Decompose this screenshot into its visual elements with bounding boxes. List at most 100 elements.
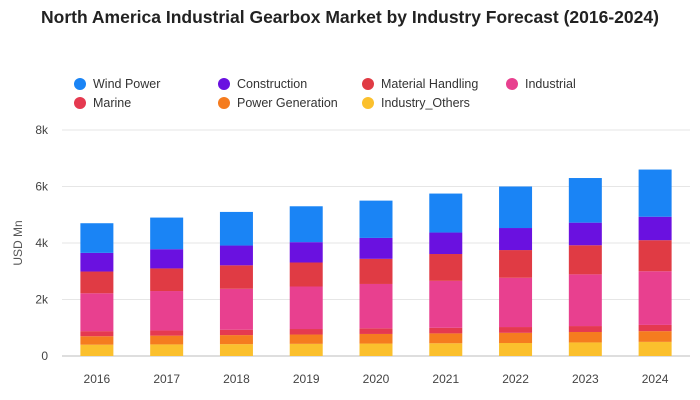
bar-wind-power-2019 xyxy=(289,206,323,243)
bar-industrial-2018 xyxy=(219,288,253,330)
bar-industry-others-2024 xyxy=(638,341,672,356)
legend-swatch xyxy=(74,97,86,109)
bar-marine-2018 xyxy=(219,329,253,336)
bar-industrial-2017 xyxy=(150,291,184,331)
bar-marine-2020 xyxy=(359,328,393,334)
bar-material-handling-2018 xyxy=(219,265,253,289)
x-tick-label: 2018 xyxy=(223,372,250,386)
bar-industrial-2023 xyxy=(568,274,602,327)
bar-construction-2024 xyxy=(638,216,672,241)
bar-material-handling-2016 xyxy=(80,271,114,294)
bar-industry-others-2020 xyxy=(359,343,393,356)
bar-industry-others-2023 xyxy=(568,342,602,356)
legend-label: Power Generation xyxy=(237,96,338,110)
legend-item-power-generation: Power Generation xyxy=(218,96,338,110)
bar-marine-2024 xyxy=(638,324,672,332)
legend-label: Industry_Others xyxy=(381,96,470,110)
legend-item-construction: Construction xyxy=(218,77,307,91)
bar-power-generation-2023 xyxy=(568,331,602,343)
bar-power-generation-2021 xyxy=(429,333,463,344)
bar-construction-2021 xyxy=(429,232,463,255)
y-axis-label: USD Mn xyxy=(11,220,25,265)
y-tick-label: 8k xyxy=(35,123,49,137)
bar-material-handling-2022 xyxy=(499,250,533,278)
bar-material-handling-2024 xyxy=(638,240,672,272)
y-tick-label: 0 xyxy=(41,349,48,363)
x-tick-label: 2019 xyxy=(293,372,320,386)
bar-industry-others-2022 xyxy=(499,343,533,356)
bar-construction-2020 xyxy=(359,237,393,259)
bar-wind-power-2016 xyxy=(80,223,114,253)
bar-industrial-2019 xyxy=(289,286,323,330)
bar-material-handling-2019 xyxy=(289,262,323,287)
legend-item-wind-power: Wind Power xyxy=(74,77,160,91)
x-tick-label: 2022 xyxy=(502,372,529,386)
legend-label: Construction xyxy=(237,77,308,91)
bar-industrial-2021 xyxy=(429,280,463,328)
x-tick-label: 2021 xyxy=(432,372,459,386)
bar-material-handling-2020 xyxy=(359,258,393,284)
bar-wind-power-2022 xyxy=(499,186,533,229)
bar-marine-2017 xyxy=(150,330,184,336)
bar-power-generation-2019 xyxy=(289,334,323,344)
y-tick-label: 4k xyxy=(35,236,49,250)
bar-power-generation-2017 xyxy=(150,335,184,345)
bar-industry-others-2018 xyxy=(219,344,253,356)
bar-power-generation-2016 xyxy=(80,336,114,345)
bar-industry-others-2017 xyxy=(150,344,184,356)
bar-construction-2022 xyxy=(499,228,533,251)
bar-power-generation-2020 xyxy=(359,333,393,344)
legend-label: Wind Power xyxy=(93,77,161,91)
legend-label: Material Handling xyxy=(381,77,479,91)
legend-swatch xyxy=(362,78,374,90)
bar-industrial-2020 xyxy=(359,283,393,329)
legend-label: Marine xyxy=(93,96,132,110)
bar-industrial-2016 xyxy=(80,293,114,332)
bar-industry-others-2021 xyxy=(429,343,463,356)
legend-swatch xyxy=(218,97,230,109)
legend-swatch xyxy=(506,78,518,90)
bar-construction-2017 xyxy=(150,249,184,269)
legend-item-industrial: Industrial xyxy=(506,77,576,91)
bar-material-handling-2017 xyxy=(150,268,184,292)
bar-power-generation-2018 xyxy=(219,335,253,345)
bar-wind-power-2020 xyxy=(359,200,393,238)
bar-wind-power-2024 xyxy=(638,169,672,217)
bar-industrial-2022 xyxy=(499,277,533,328)
x-tick-label: 2024 xyxy=(642,372,669,386)
chart-title: North America Industrial Gearbox Market … xyxy=(41,7,659,27)
bar-construction-2019 xyxy=(289,242,323,263)
x-tick-label: 2017 xyxy=(153,372,180,386)
bar-industrial-2024 xyxy=(638,271,672,325)
bar-industry-others-2019 xyxy=(289,343,323,356)
bar-construction-2016 xyxy=(80,252,114,272)
bar-marine-2023 xyxy=(568,326,602,332)
bar-marine-2019 xyxy=(289,329,323,335)
legend-item-marine: Marine xyxy=(74,96,131,110)
bar-wind-power-2018 xyxy=(219,211,253,246)
y-tick-label: 6k xyxy=(35,180,49,194)
bar-material-handling-2021 xyxy=(429,254,463,281)
bar-construction-2018 xyxy=(219,245,253,266)
bar-material-handling-2023 xyxy=(568,245,602,275)
legend-swatch xyxy=(218,78,230,90)
legend-swatch xyxy=(74,78,86,90)
y-tick-label: 2k xyxy=(35,293,49,307)
legend-item-material-handling: Material Handling xyxy=(362,77,478,91)
x-tick-label: 2020 xyxy=(363,372,390,386)
bar-wind-power-2017 xyxy=(150,217,184,250)
bar-industry-others-2016 xyxy=(80,344,114,356)
x-tick-label: 2016 xyxy=(84,372,111,386)
bar-marine-2016 xyxy=(80,331,114,337)
bar-wind-power-2023 xyxy=(568,178,602,223)
bar-wind-power-2021 xyxy=(429,193,463,233)
bar-construction-2023 xyxy=(568,222,602,246)
legend-swatch xyxy=(362,97,374,109)
bar-power-generation-2022 xyxy=(499,332,533,344)
bar-marine-2021 xyxy=(429,327,463,334)
legend-item-industry-others: Industry_Others xyxy=(362,96,470,110)
bar-power-generation-2024 xyxy=(638,331,672,342)
bar-marine-2022 xyxy=(499,327,533,333)
